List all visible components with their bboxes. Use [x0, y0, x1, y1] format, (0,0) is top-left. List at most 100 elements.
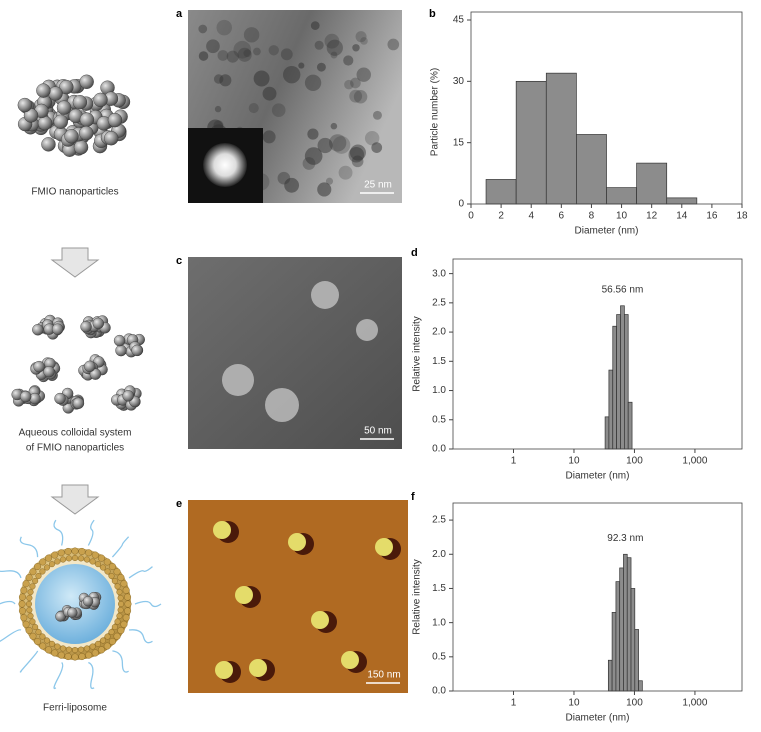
particle: [219, 74, 232, 87]
particle: [326, 39, 343, 56]
lipid-head: [39, 568, 46, 575]
particle: [371, 142, 383, 153]
x-tick-label: 1,000: [682, 698, 707, 709]
particle: [355, 31, 367, 43]
panel-label: c: [176, 255, 182, 267]
peg-chain: [88, 661, 95, 690]
particle: [304, 74, 322, 91]
y-tick-label: 0.0: [432, 686, 446, 697]
nanoparticle: [59, 79, 74, 95]
lipid-head: [32, 578, 39, 585]
plot-frame: [452, 502, 743, 692]
particle: [268, 45, 279, 56]
lipid-head: [29, 632, 37, 640]
peg-chain: [134, 600, 162, 608]
lipid-head: [57, 549, 65, 557]
lipid-head: [103, 642, 111, 650]
nanoparticle: [104, 131, 119, 146]
bar: [515, 80, 547, 205]
plot-frame: [470, 11, 743, 205]
y-axis-label: Particle number (%): [430, 68, 441, 156]
particle: [317, 182, 332, 197]
nanoparticle: [79, 112, 95, 127]
particle: [307, 128, 319, 140]
bar: [623, 553, 628, 692]
lipid-head: [20, 614, 28, 622]
peg-chain: [0, 600, 16, 605]
y-tick-label: 2.0: [432, 549, 446, 560]
lipid-head: [35, 573, 42, 580]
lipid-head: [54, 643, 61, 650]
lipid-head: [22, 620, 30, 628]
particle: [343, 55, 354, 66]
nanoparticle: [115, 344, 127, 357]
particle: [206, 39, 220, 54]
nanoparticle: [64, 129, 79, 144]
lipid-head: [117, 601, 124, 608]
y-tick-label: 1.5: [432, 356, 446, 367]
lipid-head: [34, 563, 42, 571]
bar: [604, 416, 610, 450]
lipid-head: [39, 633, 46, 640]
nanoparticle: [82, 596, 94, 607]
lipid-head: [122, 614, 130, 622]
particle: [213, 74, 224, 84]
bar: [624, 314, 629, 450]
particle: [351, 155, 364, 168]
aqueous-core: [35, 564, 115, 644]
particle: [330, 122, 338, 130]
particle: [262, 130, 276, 144]
particle: [350, 77, 361, 89]
lipid-head: [26, 607, 33, 614]
lipid-head: [71, 653, 79, 661]
peg-chain: [53, 662, 64, 690]
lipid-head: [111, 623, 118, 630]
particle: [349, 144, 366, 161]
lipid-head: [117, 607, 124, 614]
nanoparticle: [33, 360, 45, 373]
particle: [243, 49, 252, 58]
nanoparticle: [17, 97, 33, 113]
y-tick-label: 15: [453, 137, 465, 148]
particle: [298, 62, 305, 69]
nanoparticle: [92, 317, 104, 330]
nanoparticle: [113, 334, 126, 347]
lipid-head: [83, 645, 90, 652]
annotation: 92.3 nm: [607, 533, 643, 544]
peg-chain: [128, 566, 153, 579]
x-tick-label: 4: [528, 211, 534, 222]
nanoparticle: [51, 323, 64, 335]
afm-blob: [215, 661, 233, 679]
nanoparticle: [55, 611, 66, 622]
y-tick-label: 45: [453, 15, 465, 26]
particle: [317, 137, 333, 154]
particle: [198, 24, 208, 34]
particle: [271, 103, 286, 118]
peg-chain: [53, 519, 64, 546]
panel-label: d: [411, 247, 418, 259]
lipid-head: [108, 563, 116, 571]
lipid-head: [114, 583, 121, 590]
bar: [630, 588, 636, 692]
lipid-head: [116, 612, 123, 619]
particle: [243, 27, 260, 43]
y-tick-label: 1.5: [432, 583, 446, 594]
lipid-head: [54, 558, 61, 565]
lipid-head: [60, 556, 67, 563]
lipid-head: [108, 572, 115, 579]
y-tick-label: 3.0: [432, 268, 446, 279]
particle: [226, 50, 239, 63]
lipid-head: [43, 564, 50, 571]
lipid-head: [91, 649, 99, 657]
particle: [328, 134, 347, 152]
lipid-head: [103, 558, 111, 566]
lipid-head: [18, 593, 26, 601]
caption: of FMIO nanoparticles: [26, 443, 124, 454]
peg-chain: [19, 536, 39, 558]
schematic: [0, 74, 162, 690]
lipid-head: [91, 551, 99, 559]
lipid-head: [48, 561, 55, 568]
particle: [248, 102, 259, 114]
micrographs: [188, 10, 408, 693]
x-tick-label: 1: [511, 456, 517, 467]
